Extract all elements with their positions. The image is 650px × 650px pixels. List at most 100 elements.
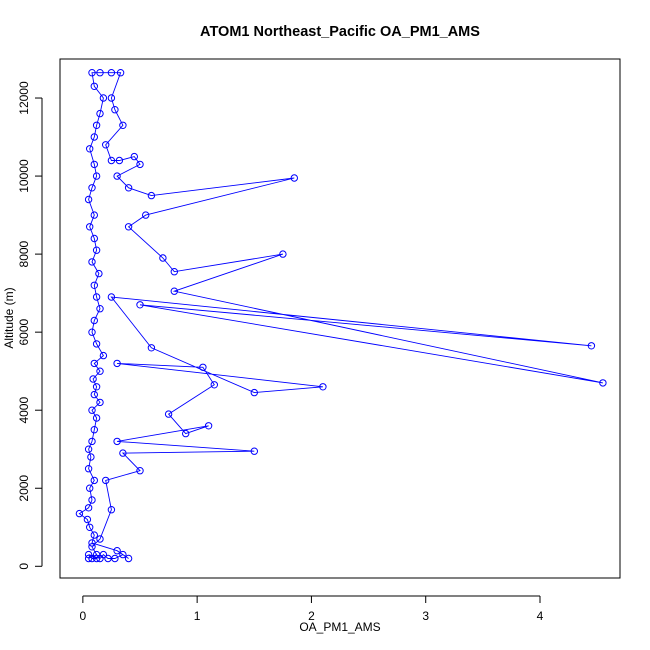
data-point [111, 554, 119, 563]
data-point [119, 121, 127, 130]
data-point [90, 531, 99, 539]
data-point [92, 414, 101, 422]
data-point [107, 94, 116, 102]
data-point [86, 523, 94, 531]
data-point [84, 504, 93, 512]
data-point [84, 550, 93, 559]
data-point [92, 383, 101, 391]
x-tick-label: 0 [80, 609, 87, 623]
data-point [88, 496, 96, 504]
data-point [88, 69, 96, 77]
x-tick-label: 2 [308, 609, 315, 623]
data-point [124, 223, 133, 231]
data-point [90, 359, 99, 368]
data-point [250, 388, 259, 397]
data-point [99, 351, 108, 360]
data-point [210, 381, 219, 389]
data-point [119, 449, 127, 457]
data-point [199, 363, 207, 371]
data-point [124, 184, 133, 192]
data-point [182, 429, 190, 438]
data-point [107, 156, 116, 165]
data-point [96, 305, 104, 313]
x-axis: 0 1 2 3 4 [80, 595, 544, 623]
data-point [90, 234, 99, 243]
data-point [107, 506, 116, 514]
data-point [107, 293, 116, 301]
y-axis: 0 2000 4000 6000 8000 10000 12000 [17, 81, 43, 570]
data-point [92, 550, 101, 559]
y-tick-label: 4000 [17, 397, 31, 424]
data-point [96, 109, 104, 118]
series-line [78, 72, 603, 560]
data-point [75, 509, 84, 518]
data-point [84, 195, 93, 204]
data-point [90, 211, 99, 219]
y-tick-label: 8000 [17, 240, 31, 267]
data-point [124, 554, 133, 563]
data-point [88, 406, 96, 414]
data-point [599, 379, 607, 387]
y-tick-label: 2000 [17, 475, 31, 502]
x-axis-label: OA_PM1_AMS [299, 620, 380, 634]
data-point [92, 172, 101, 180]
data-point [164, 410, 173, 418]
series-layer [75, 69, 607, 563]
data-point [136, 301, 144, 309]
y-tick-label: 10000 [17, 159, 31, 193]
data-point [96, 367, 104, 375]
data-point [102, 141, 110, 149]
x-tick-label: 4 [537, 609, 544, 623]
data-point [159, 254, 167, 262]
data-point [88, 437, 96, 446]
data-point [136, 467, 144, 475]
data-point [204, 422, 213, 430]
data-point [102, 476, 110, 485]
data-point [88, 184, 96, 192]
data-point [90, 390, 99, 399]
data-point [92, 554, 101, 563]
data-point [84, 465, 93, 473]
data-point [90, 82, 99, 91]
data-point [84, 445, 93, 453]
y-tick-label: 0 [17, 563, 31, 570]
y-tick-label: 6000 [17, 318, 31, 345]
data-point [92, 340, 101, 348]
data-point [90, 133, 99, 141]
data-point [96, 398, 104, 407]
data-point [136, 160, 144, 169]
data-point [86, 145, 94, 153]
data-point [111, 106, 119, 114]
data-point [147, 344, 156, 352]
y-axis-label: Altitude (m) [2, 287, 16, 348]
data-point [290, 174, 298, 182]
data-point [90, 316, 99, 325]
y-tick-label: 12000 [17, 81, 31, 115]
data-point [99, 94, 108, 102]
data-point [90, 476, 99, 485]
data-point [92, 246, 101, 254]
plot-frame [59, 58, 621, 579]
data-point [89, 375, 97, 383]
data-point [170, 287, 179, 295]
data-point [92, 121, 101, 130]
data-point [147, 191, 156, 200]
data-point [130, 152, 139, 161]
data-point [250, 447, 259, 455]
data-point [90, 281, 99, 289]
data-point [88, 539, 96, 547]
data-point [88, 328, 96, 336]
data-point [116, 69, 125, 77]
data-point [119, 550, 127, 559]
data-point [113, 172, 121, 180]
x-tick-label: 1 [194, 609, 201, 623]
data-point [113, 547, 121, 555]
data-point [88, 543, 96, 551]
data-point [96, 535, 104, 543]
data-point [142, 211, 150, 219]
data-point [86, 484, 94, 492]
data-point [90, 160, 99, 169]
chart-title: ATOM1 Northeast_Pacific OA_PM1_AMS [200, 24, 480, 40]
data-point [84, 554, 93, 563]
